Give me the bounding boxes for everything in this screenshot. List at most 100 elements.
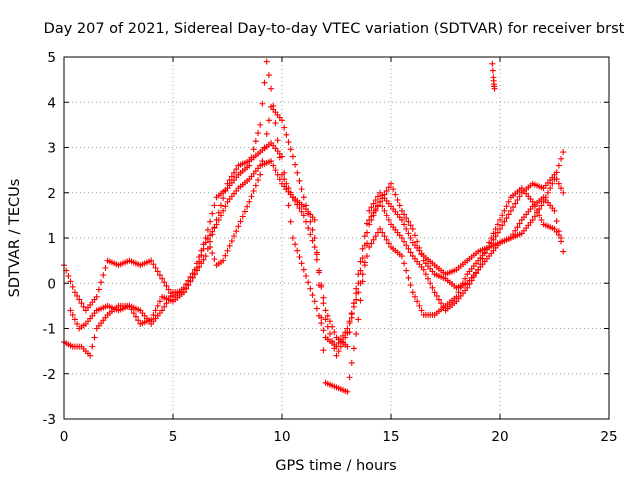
- data-point-fill: [100, 272, 107, 279]
- data-point-fill: [512, 227, 519, 234]
- data-point-fill: [196, 263, 203, 270]
- data-point-fill: [255, 130, 262, 137]
- data-point-fill: [307, 231, 314, 238]
- data-point: [148, 316, 155, 323]
- data-point-fill: [231, 169, 238, 176]
- data-point-fill: [555, 231, 562, 238]
- data-point-fill: [481, 250, 488, 257]
- data-point-fill: [222, 187, 229, 194]
- y-tick-label: 4: [47, 95, 56, 111]
- data-point: [344, 330, 351, 337]
- data-point: [159, 307, 166, 314]
- data-point-fill: [477, 261, 484, 268]
- data-point-fill: [401, 238, 408, 245]
- data-point-fill: [189, 274, 196, 281]
- data-point: [289, 235, 296, 241]
- x-tick-label: 5: [169, 429, 178, 445]
- data-point-fill: [401, 211, 408, 218]
- data-point-fill: [553, 218, 560, 225]
- data-point-fill: [132, 313, 139, 320]
- data-point-fill: [228, 238, 235, 245]
- data-point-fill: [150, 311, 157, 318]
- data-point-fill: [372, 233, 379, 240]
- data-point: [366, 244, 373, 251]
- data-point-fill: [78, 300, 85, 307]
- data-point-fill: [407, 235, 414, 241]
- data-point-fill: [294, 247, 301, 254]
- data-point-fill: [76, 296, 83, 303]
- data-point: [268, 158, 275, 165]
- data-point-fill: [320, 327, 327, 334]
- data-point-fill: [455, 289, 462, 296]
- data-point-fill: [233, 228, 240, 235]
- data-point-fill: [252, 182, 259, 189]
- data-point-fill: [374, 202, 381, 209]
- y-axis-label: SDTVAR / TECUs: [7, 179, 23, 298]
- data-point: [246, 198, 253, 205]
- data-point-fill: [514, 196, 521, 203]
- data-point-fill: [215, 209, 222, 216]
- data-point-fill: [156, 272, 163, 279]
- data-point-fill: [209, 210, 216, 217]
- data-point-fill: [555, 180, 562, 187]
- data-point-fill: [405, 245, 412, 252]
- data-point-fill: [370, 200, 377, 207]
- data-point-fill: [501, 218, 508, 225]
- data-point-fill: [394, 196, 401, 203]
- data-point-fill: [307, 218, 314, 225]
- data-point-fill: [383, 212, 390, 219]
- data-point-fill: [305, 225, 312, 232]
- data-point-fill: [381, 191, 388, 198]
- data-point-fill: [283, 186, 290, 193]
- data-point-fill: [372, 196, 379, 203]
- data-point-fill: [342, 334, 349, 341]
- data-point-fill: [318, 320, 325, 327]
- chart-title: Day 207 of 2021, Sidereal Day-to-day VTE…: [44, 21, 625, 37]
- data-point: [560, 248, 567, 255]
- data-point-fill: [69, 311, 76, 318]
- data-point-fill: [435, 296, 442, 303]
- data-point: [366, 207, 373, 214]
- data-point-fill: [313, 305, 320, 312]
- data-point-fill: [222, 203, 229, 210]
- data-point-fill: [505, 198, 512, 205]
- data-point-fill: [368, 204, 375, 211]
- data-point-fill: [331, 345, 338, 352]
- data-point-fill: [383, 187, 390, 194]
- data-point-fill: [241, 208, 248, 215]
- x-tick-label: 10: [273, 429, 290, 445]
- data-point: [344, 343, 351, 350]
- data-point-fill: [226, 177, 233, 184]
- data-point-fill: [237, 218, 244, 225]
- data-point-fill: [276, 176, 283, 183]
- data-point-fill: [154, 268, 161, 275]
- data-point-fill: [74, 292, 81, 299]
- data-point-fill: [318, 283, 325, 290]
- data-point-fill: [353, 290, 360, 297]
- data-point-fill: [403, 225, 410, 232]
- data-point-fill: [329, 338, 336, 345]
- data-point-fill: [405, 230, 412, 237]
- data-point-fill: [228, 173, 235, 180]
- data-point-fill: [479, 255, 486, 262]
- data-point-fill: [313, 251, 320, 258]
- data-point-fill: [274, 137, 281, 144]
- data-point-fill: [490, 230, 497, 237]
- data-point-fill: [359, 254, 366, 261]
- data-point-fill: [512, 200, 519, 207]
- data-point: [220, 257, 227, 264]
- data-point-fill: [305, 279, 312, 286]
- data-point-fill: [231, 233, 238, 240]
- data-point-fill: [287, 146, 294, 153]
- data-point-fill: [538, 202, 545, 209]
- x-tick-label: 0: [60, 429, 69, 445]
- data-series-layer: [61, 58, 567, 395]
- data-point-fill: [161, 279, 168, 286]
- data-point-fill: [510, 231, 517, 238]
- data-point-fill: [309, 226, 316, 233]
- data-point-fill: [98, 279, 105, 286]
- data-point: [551, 171, 558, 178]
- data-point: [148, 257, 155, 264]
- data-point-fill: [348, 310, 355, 317]
